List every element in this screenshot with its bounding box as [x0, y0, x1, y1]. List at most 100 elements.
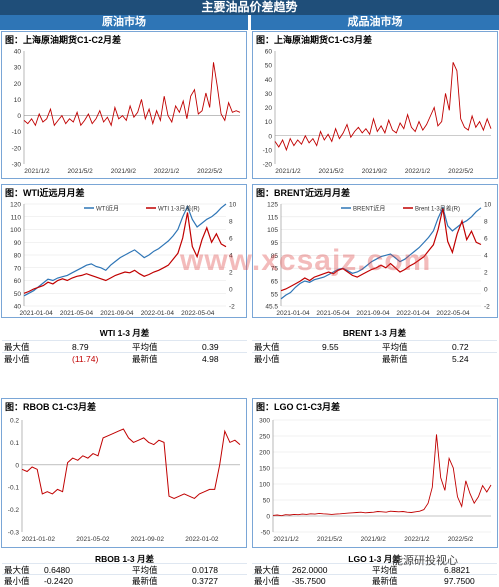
y2-tick-label: 6 — [229, 236, 233, 243]
min-label: 最小值 — [4, 576, 30, 586]
x-tick-label: 2022-01-02 — [185, 536, 219, 543]
y2-tick-label: 4 — [484, 253, 488, 260]
x-tick-label: 2021/5/2 — [317, 536, 343, 543]
stats-title: BRENT 1-3 月差 — [342, 328, 407, 338]
stats-row: 最大值 8.79 平均值 0.39 — [2, 340, 247, 353]
avg-label: 平均值 — [132, 342, 158, 352]
y-tick-label: -30 — [12, 162, 22, 169]
latest-value: 4.98 — [202, 354, 219, 364]
y-tick-label: 125 — [267, 202, 278, 209]
y-tick-label: -0.2 — [8, 507, 20, 514]
min-label: 最小值 — [254, 576, 280, 586]
max-label: 最大值 — [4, 342, 30, 352]
y-tick-label: 60 — [265, 49, 273, 56]
rbob-stats-table: RBOB 1-3 月差 最大值 0.6480 平均值 0.0178 最小值 -0… — [2, 553, 247, 587]
latest-label: 最新值 — [372, 576, 398, 586]
y-tick-label: 30 — [265, 91, 273, 98]
y-tick-label: 95 — [271, 240, 279, 247]
series-line — [272, 434, 492, 517]
x-tick-label: 2021/5/2 — [319, 168, 345, 175]
wti-chart: 120 110 100 90 80 70 60 50 40 10 8 6 4 2 0 -2 2021-01-04… — [10, 202, 236, 318]
panel-brent: 图：BRENT近远月月差 125 115 105 95 85 75 65 55 45.5 10 8 6… — [252, 184, 498, 318]
y-tick-label: 115 — [268, 214, 279, 221]
x-tick-label: 2022/1/2 — [405, 168, 431, 175]
y-tick-label: 0.1 — [10, 440, 19, 447]
x-tick-label: 2021-05-02 — [76, 536, 110, 543]
y-tick-label: 40 — [14, 304, 22, 311]
x-tick-label: 2021/1/2 — [24, 168, 50, 175]
x-tick-label: 2022/5/2 — [448, 536, 474, 543]
y-tick-label: -0.1 — [8, 485, 20, 492]
stats-title: RBOB 1-3 月差 — [94, 554, 155, 564]
chart-title: 图：BRENT近远月月差 — [256, 188, 350, 198]
y2-tick-label: 10 — [484, 202, 492, 209]
min-value: -35.7500 — [292, 576, 326, 586]
series-line — [23, 212, 227, 294]
panel-wti: 图：WTI近远月月差 120 110 100 90 80 70 60 50 40 10 8 6 4 2 0 -… — [1, 184, 247, 318]
crude-market-header: 原油市场 — [0, 15, 248, 30]
y-tick-label: 50 — [265, 63, 273, 70]
stats-row: 最大值 0.6480 平均值 0.0178 — [2, 563, 247, 576]
x-tick-label: 2021/5/2 — [68, 168, 94, 175]
panel-sc-c1c2: 图：上海原油期货C1-C2月差 40 30 20 10 0 -10 -20 -30 2021/1… — [1, 31, 247, 179]
panel-sc-c1c3: 图：上海原油期货C1-C3月差 60 50 40 30 20 10 0 -10 -20 2021/… — [252, 31, 498, 179]
max-label: 最大值 — [254, 342, 280, 352]
y-tick-label: -50 — [261, 530, 271, 537]
latest-label: 最新值 — [132, 354, 158, 364]
chart-title: 图：上海原油期货C1-C2月差 — [5, 35, 122, 45]
stats-row: 最小值 (11.74) 最新值 4.98 — [2, 352, 247, 365]
avg-value: 6.8821 — [444, 565, 470, 575]
y2-tick-label: 2 — [229, 270, 233, 277]
lgo-stats-table: LGO 1-3 月差 最大值 262.0000 平均值 6.8821 最小值 -… — [252, 553, 497, 587]
avg-label: 平均值 — [382, 342, 408, 352]
chart-title: 图：WTI近远月月差 — [5, 188, 85, 198]
y-tick-label: 200 — [259, 450, 270, 457]
x-tick-label: 2021/1/2 — [273, 536, 299, 543]
x-tick-label: 2022/1/2 — [404, 536, 430, 543]
y-tick-label: 90 — [14, 240, 22, 247]
wti-stats-table: WTI 1-3 月差 最大值 8.79 平均值 0.39 最小值 (11.74)… — [2, 327, 247, 379]
page-title: 主要油品价差趋势 — [0, 0, 499, 15]
legend-label: BRENT近月 — [353, 205, 385, 213]
y2-tick-label: -2 — [229, 304, 235, 311]
max-label: 最大值 — [254, 565, 280, 575]
legend-label: Brent 1-3月差(R) — [415, 205, 460, 213]
y-tick-label: 50 — [263, 498, 271, 505]
y-tick-label: 0 — [17, 113, 21, 120]
x-tick-label: 2021-01-04 — [19, 310, 53, 317]
max-value: 262.0000 — [292, 565, 328, 575]
watermark-text: www.xcsajz.com — [180, 244, 432, 277]
series-line — [21, 428, 241, 499]
avg-value: 0.72 — [452, 342, 469, 352]
series-line — [280, 208, 482, 292]
max-value: 0.6480 — [44, 565, 70, 575]
y-tick-label: 45.5 — [265, 304, 278, 311]
y2-tick-label: 8 — [484, 219, 488, 226]
y-tick-label: 10 — [265, 119, 273, 126]
avg-label: 平均值 — [132, 565, 158, 575]
stats-row: 最小值 -0.2420 最新值 0.3727 — [2, 574, 247, 587]
y-tick-label: -10 — [12, 129, 22, 136]
series-line — [23, 203, 227, 297]
y-tick-label: 40 — [265, 77, 273, 84]
y2-tick-label: 8 — [229, 219, 233, 226]
y-tick-label: 0 — [266, 514, 270, 521]
latest-value: 5.24 — [452, 354, 469, 364]
series-line — [274, 62, 492, 152]
y-tick-label: 80 — [14, 253, 22, 260]
legend-label: WTI 1-3月差(R) — [158, 205, 200, 213]
panel-lgo: 图：LGO C1-C3月差 300 250 200 150 100 50 0 -50 2021/… — [252, 398, 498, 548]
y-tick-label: 0 — [268, 133, 272, 140]
stats-row: 最大值 262.0000 平均值 6.8821 — [252, 563, 497, 576]
min-value: -0.2420 — [44, 576, 73, 586]
x-tick-label: 2022-05-04 — [181, 310, 215, 317]
products-market-header: 成品油市场 — [251, 15, 499, 30]
x-tick-label: 2021/9/2 — [362, 168, 388, 175]
stats-title: LGO 1-3 月差 — [348, 554, 401, 564]
x-tick-label: 2021-09-04 — [100, 310, 134, 317]
x-tick-label: 2022-01-04 — [396, 310, 430, 317]
y-tick-label: -10 — [263, 147, 273, 154]
y-tick-label: -20 — [263, 162, 273, 169]
